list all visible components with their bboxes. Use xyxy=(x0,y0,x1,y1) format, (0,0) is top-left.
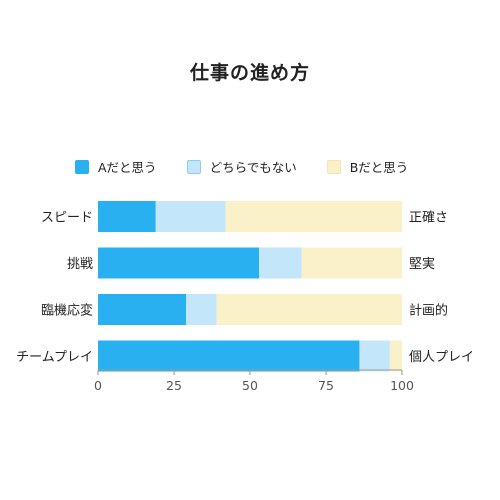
category-label: チームプレイ xyxy=(16,350,93,365)
bar-segment xyxy=(259,247,302,279)
bar-segment xyxy=(359,340,390,372)
bar-segment xyxy=(155,201,226,232)
bar-segment xyxy=(216,294,402,325)
legend: Aだと思う どちらでもない Bだと思う xyxy=(75,157,438,176)
x-tick-label: 25 xyxy=(166,378,182,393)
legend-item-neutral: どちらでもない xyxy=(186,157,297,176)
bar-segment xyxy=(186,294,217,325)
bar-segment xyxy=(98,247,260,279)
x-tick-label: 100 xyxy=(390,378,414,393)
category-label: 臨機応変 xyxy=(41,303,93,319)
legend-item-b: Bだと思う xyxy=(326,157,409,176)
right-category-label: 個人プレイ xyxy=(409,350,474,365)
x-tick-label: 50 xyxy=(242,378,258,393)
legend-item-a: Aだと思う xyxy=(75,157,157,176)
legend-swatch-a xyxy=(75,159,89,174)
legend-label-a: Aだと思う xyxy=(98,160,157,175)
legend-swatch-neutral xyxy=(186,159,201,174)
x-tick-label: 0 xyxy=(94,378,102,393)
legend-label-b: Bだと思う xyxy=(349,160,409,175)
bar-segment xyxy=(225,201,402,232)
bar-segment xyxy=(98,294,187,325)
right-category-label: 計画的 xyxy=(409,303,448,319)
bar-segment xyxy=(98,340,360,372)
category-label: スピード xyxy=(41,211,93,226)
x-tick-label: 75 xyxy=(318,378,334,393)
category-label: 挑戦 xyxy=(67,257,93,272)
bar-segment xyxy=(98,201,156,232)
bar-segment xyxy=(301,247,402,279)
chart-title: 仕事の進め方 xyxy=(189,62,310,84)
legend-label-neutral: どちらでもない xyxy=(209,160,297,175)
legend-swatch-b xyxy=(326,159,341,174)
right-category-label: 堅実 xyxy=(409,256,435,272)
right-category-label: 正確さ xyxy=(409,210,448,226)
bar-segment xyxy=(389,340,402,372)
